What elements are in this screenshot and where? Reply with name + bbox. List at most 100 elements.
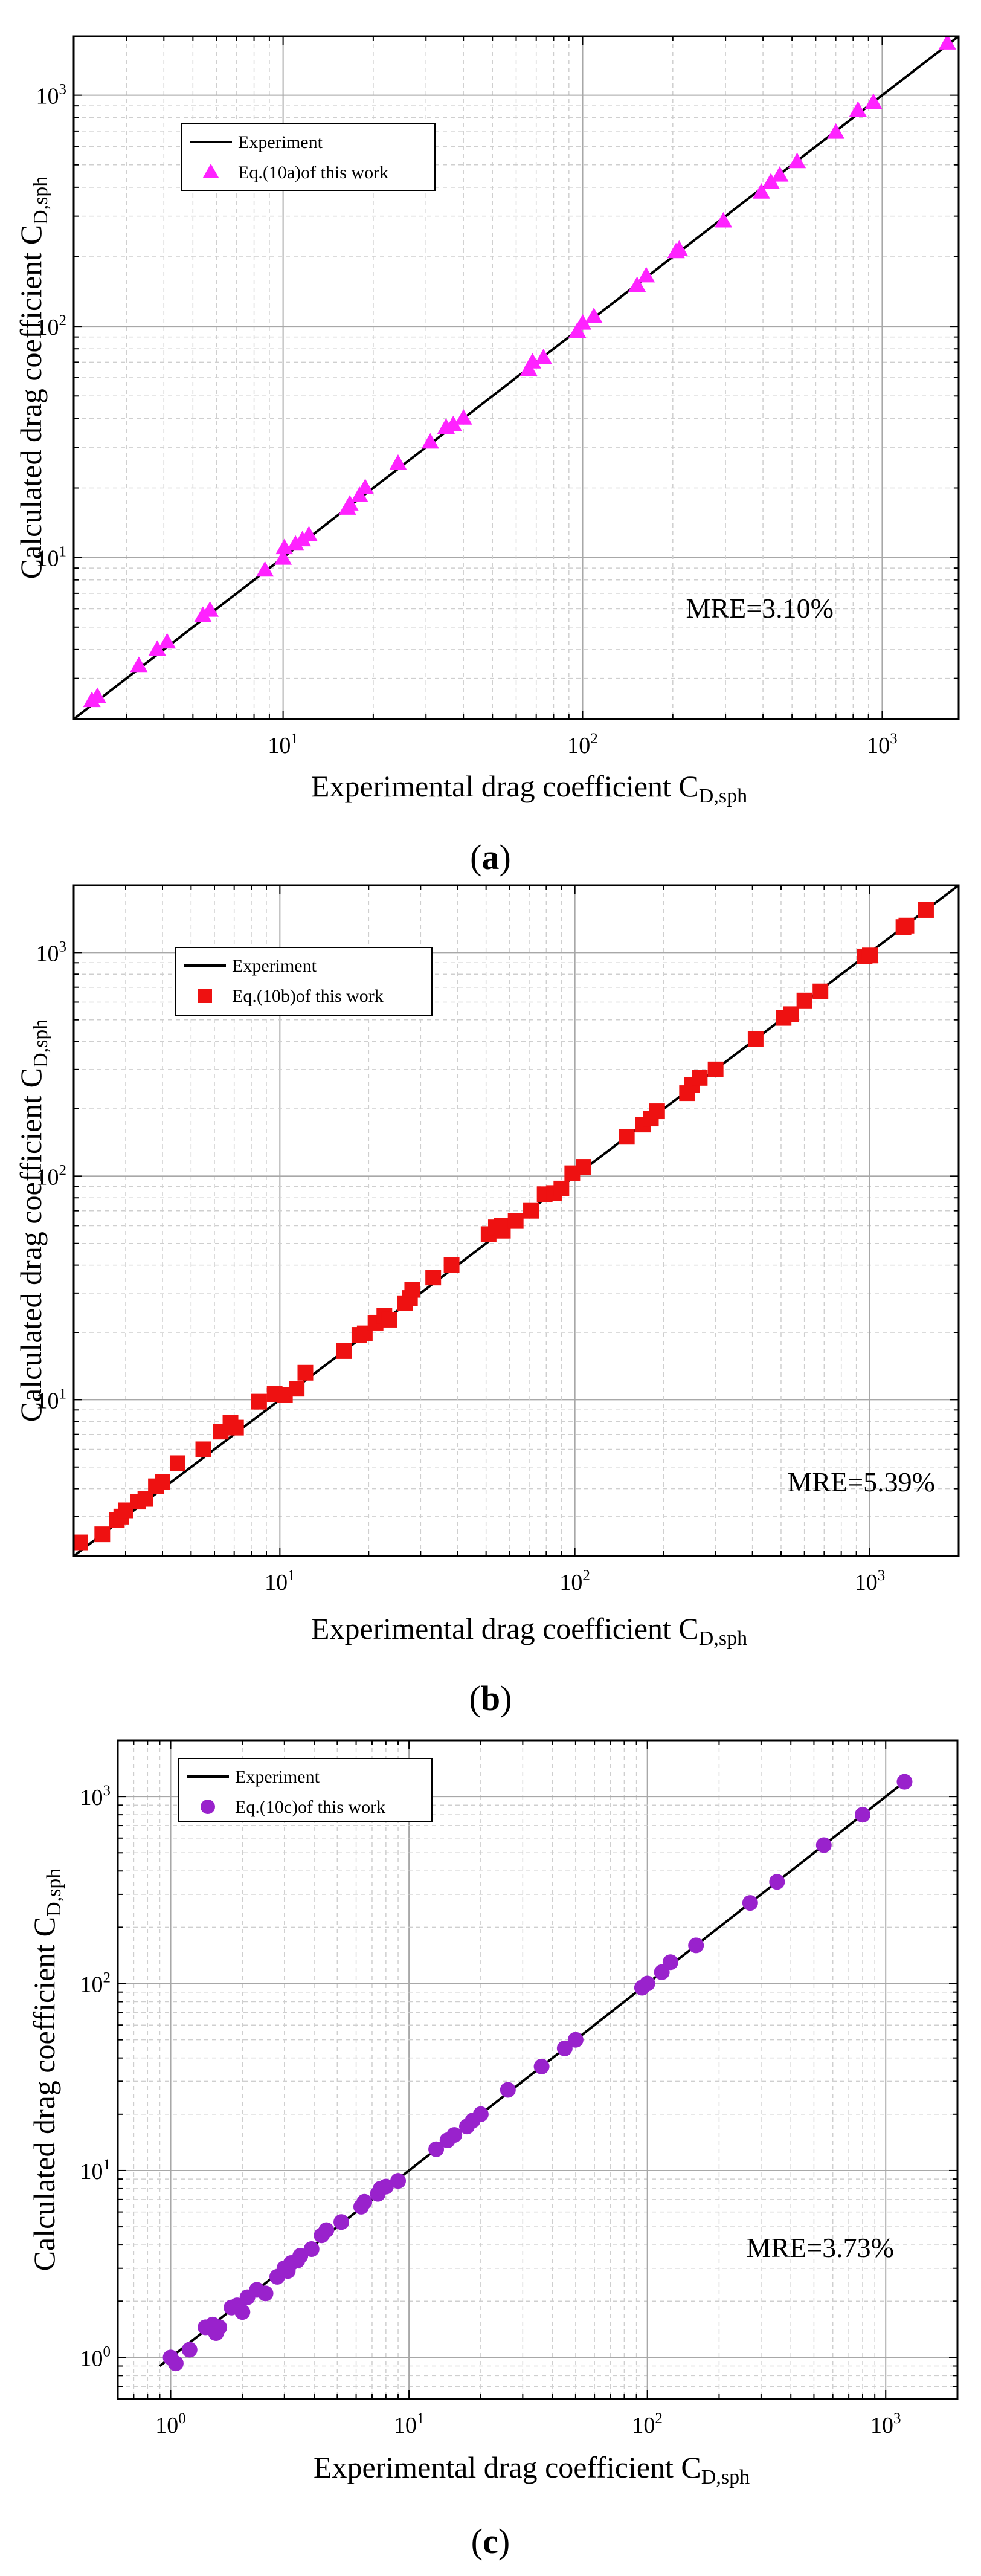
data-point — [472, 2106, 489, 2122]
legend-marker-swatch — [201, 1800, 215, 1814]
data-point — [94, 1526, 111, 1543]
data-point — [535, 349, 553, 364]
legend: Experiment Eq.(10b)of this work — [175, 947, 433, 1016]
mre-annotation: MRE=5.39% — [788, 1467, 935, 1497]
data-point — [454, 409, 472, 425]
data-point — [812, 983, 829, 999]
data-point — [815, 1837, 832, 1853]
series-markers — [162, 1774, 913, 2372]
data-point — [74, 1534, 88, 1551]
legend-label-equation: Eq.(10b)of this work — [232, 986, 384, 1006]
data-point — [446, 2127, 463, 2143]
data-point — [350, 486, 368, 502]
data-point — [251, 1393, 267, 1410]
y-axis-title: Calculated drag coefficient CD,sph — [27, 1868, 65, 2271]
data-point — [861, 947, 878, 964]
data-point — [938, 36, 956, 50]
data-point — [747, 1031, 764, 1047]
data-point — [507, 1213, 524, 1229]
data-point — [585, 307, 603, 323]
data-point — [864, 93, 883, 109]
y-tick-label: 103 — [36, 82, 67, 109]
data-point — [389, 454, 407, 470]
panel-c: 100 101 102 103 100 101 102 103 Experimental dra… — [27, 1739, 959, 2561]
y-tick-label: 102 — [36, 312, 67, 340]
data-point — [88, 687, 106, 703]
data-point — [918, 902, 934, 918]
data-point — [769, 1874, 785, 1890]
data-point — [443, 1257, 460, 1273]
legend-label-experiment: Experiment — [238, 132, 323, 152]
data-point — [201, 601, 219, 617]
data-point — [297, 1364, 314, 1381]
data-point — [576, 1159, 592, 1175]
data-point — [390, 2173, 407, 2189]
legend-box — [178, 1758, 433, 1822]
data-point — [742, 1895, 758, 1911]
axis-ticks — [73, 885, 959, 1557]
data-point — [333, 2214, 350, 2230]
data-point — [771, 166, 789, 182]
x-axis-title: Experimental drag coefficient CD,sph — [311, 769, 747, 807]
mre-annotation: MRE=3.73% — [747, 2232, 894, 2263]
y-axis-title: Calculated drag coefficient CD,sph — [14, 1019, 52, 1422]
data-point — [158, 633, 176, 649]
data-point — [444, 415, 462, 431]
data-point — [300, 526, 318, 541]
x-axis-title: Experimental drag coefficient CD,sph — [311, 1612, 747, 1650]
data-point — [289, 1381, 305, 1397]
data-point — [896, 1774, 913, 1790]
grid-lines — [118, 1740, 957, 2399]
data-point — [381, 1311, 397, 1328]
y-tick-label: 101 — [80, 2157, 111, 2184]
data-point — [228, 1419, 244, 1436]
x-tick-label: 101 — [265, 1567, 295, 1595]
x-tick-label: 102 — [632, 2410, 663, 2438]
data-point — [670, 240, 688, 256]
y-tick-label: 103 — [36, 938, 67, 966]
data-point — [274, 549, 292, 565]
data-point — [234, 2304, 251, 2320]
data-point — [662, 1954, 678, 1971]
x-tick-label: 102 — [567, 731, 598, 758]
data-point — [898, 917, 915, 934]
series-markers — [83, 36, 956, 708]
legend-box — [175, 947, 433, 1016]
data-point — [378, 2178, 394, 2195]
data-point — [573, 314, 592, 330]
data-point — [827, 123, 845, 139]
plot-frame — [117, 1739, 959, 2400]
legend-label-equation: Eq.(10c)of this work — [235, 1797, 385, 1817]
data-point — [553, 1180, 570, 1196]
data-point — [796, 992, 812, 1009]
x-tick-label: 103 — [855, 1567, 886, 1595]
data-point — [425, 1270, 442, 1286]
data-point — [356, 479, 375, 494]
data-point — [257, 2285, 274, 2302]
legend: Experiment Eq.(10a)of this work — [181, 123, 436, 191]
data-point — [783, 1006, 799, 1022]
y-tick-label: 100 — [80, 2343, 111, 2371]
data-point — [211, 2319, 228, 2336]
data-point — [130, 656, 148, 673]
data-point — [523, 353, 542, 369]
data-point — [854, 1807, 870, 1823]
data-point — [169, 1455, 185, 1471]
data-point — [849, 101, 867, 117]
data-point — [256, 561, 274, 577]
grid-lines — [74, 885, 959, 1556]
legend-marker-swatch — [202, 163, 219, 178]
data-point — [567, 2032, 584, 2048]
y-tick-label: 101 — [36, 544, 67, 572]
x-tick-label: 103 — [867, 731, 898, 758]
panel-caption: (c) — [471, 2522, 510, 2561]
data-point — [762, 173, 780, 189]
data-point — [341, 495, 359, 511]
x-tick-label: 102 — [559, 1567, 590, 1595]
data-point — [752, 183, 770, 199]
data-point — [637, 266, 655, 283]
plot-frame — [72, 884, 960, 1557]
data-point — [688, 1937, 704, 1954]
x-tick-label: 101 — [268, 731, 298, 758]
